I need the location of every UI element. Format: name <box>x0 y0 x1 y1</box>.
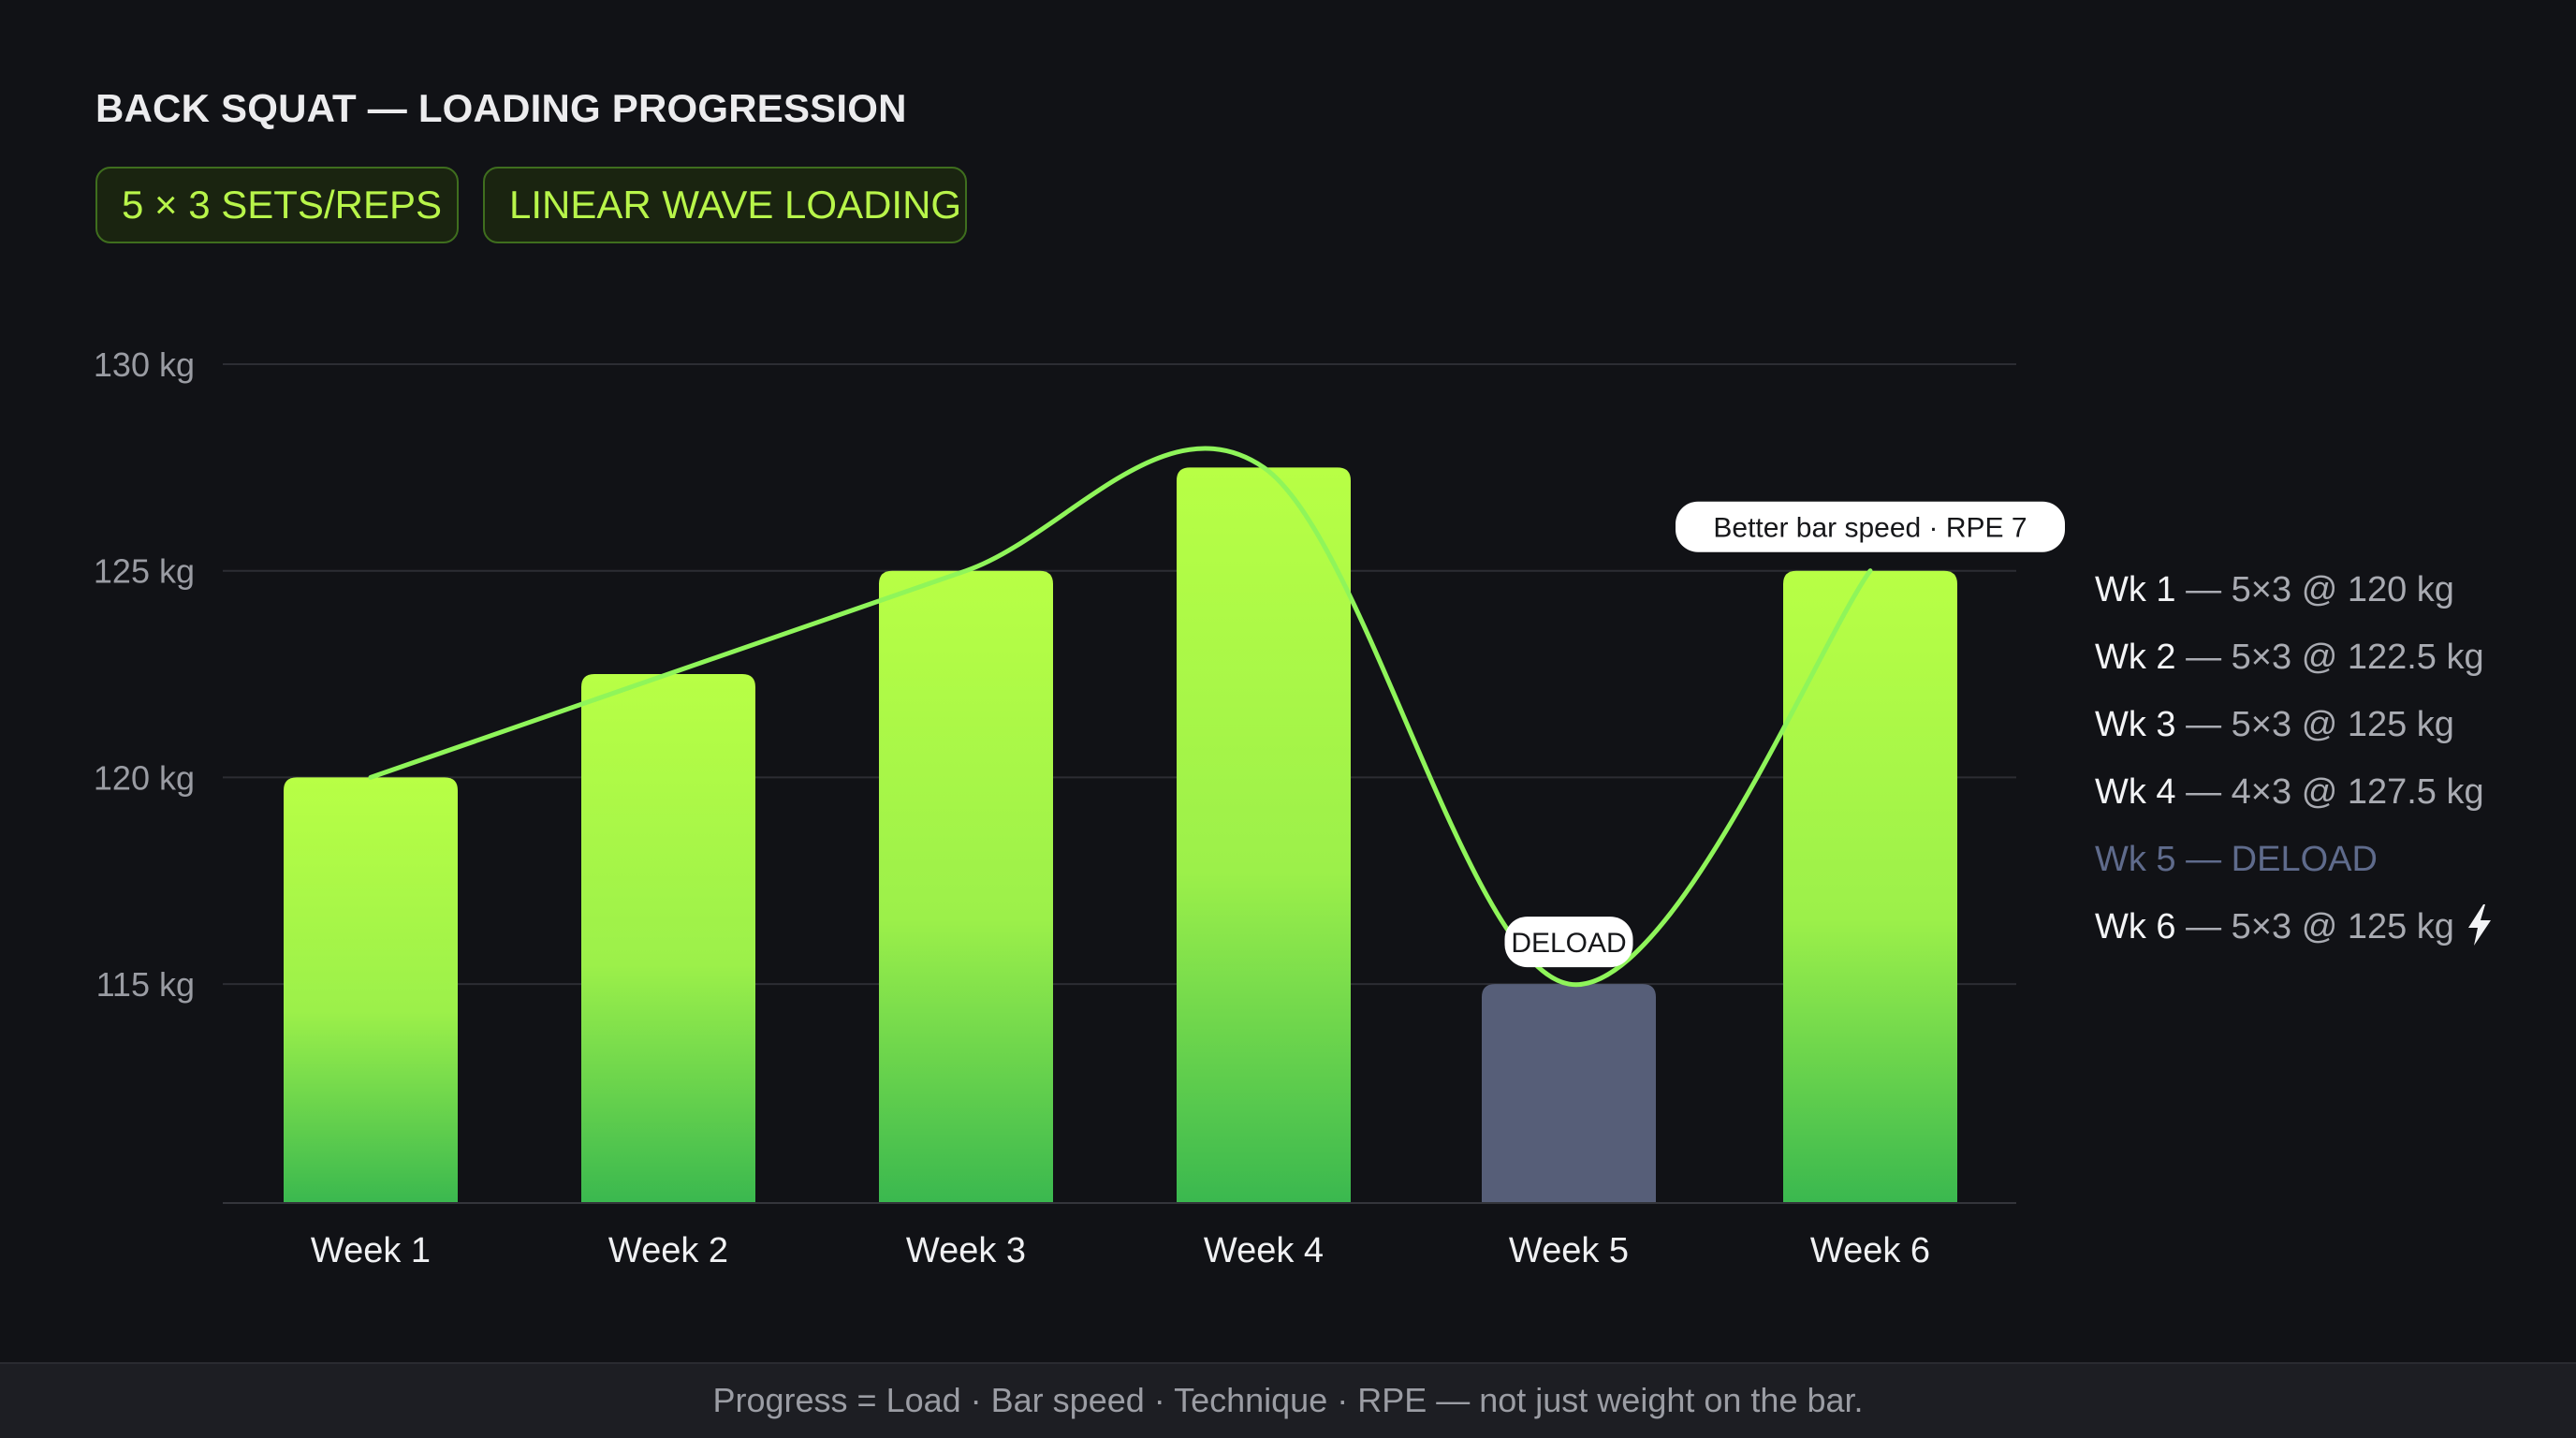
x-tick-label: Week 6 <box>1810 1231 1930 1270</box>
week-detail: — 5×3 @ 125 kg <box>2175 907 2454 946</box>
bar <box>1783 570 1957 1203</box>
callout-background <box>1676 501 2065 552</box>
week-label: Wk 1 <box>2095 570 2176 609</box>
callout-text: Better bar speed · RPE 7 <box>1713 513 2027 544</box>
callout-background <box>1504 917 1633 968</box>
chart-title: BACK SQUAT — LOADING PROGRESSION <box>95 86 907 130</box>
week-label: Wk 4 <box>2095 772 2176 812</box>
x-tick-label: Week 5 <box>1509 1231 1629 1270</box>
week-label: Wk 2 <box>2095 638 2176 677</box>
x-axis-ticks: Week 1 Week 2 Week 3 Week 4 Week 5 Week 6 <box>311 1231 1930 1270</box>
grid-lines <box>223 363 2016 986</box>
week-detail: — DELOAD <box>2175 840 2378 879</box>
annotations: DELOAD Better bar speed · RPE 7 <box>1504 501 2065 968</box>
sets-reps-chip: 5 × 3 SETS/REPS <box>95 167 459 243</box>
week-detail: — 5×3 @ 120 kg <box>2175 570 2454 609</box>
week-detail: — 5×3 @ 122.5 kg <box>2175 638 2484 677</box>
footer-note: Progress = Load · Bar speed · Technique … <box>712 1381 1864 1419</box>
week-detail: — 5×3 @ 125 kg <box>2175 705 2454 744</box>
weekly-plan-item: Wk 2 — 5×3 @ 122.5 kg <box>2095 629 2563 697</box>
bar <box>284 777 458 1203</box>
bars <box>284 467 1957 1203</box>
lightning-bolt-icon <box>2467 903 2491 946</box>
week-label: Wk 5 <box>2095 840 2176 879</box>
weekly-plan-item: Wk 4 — 4×3 @ 127.5 kg <box>2095 764 2563 831</box>
weekly-plan-item: Wk 3 — 5×3 @ 125 kg <box>2095 697 2563 764</box>
week-label: Wk 3 <box>2095 705 2176 744</box>
bar <box>1177 467 1351 1203</box>
x-tick-label: Week 1 <box>311 1231 431 1270</box>
weekly-plan-item: Wk 6 — 5×3 @ 125 kg <box>2095 899 2563 966</box>
y-tick-label: 120 kg <box>94 758 195 797</box>
y-tick-label: 115 kg <box>96 965 195 1004</box>
y-tick-label: 125 kg <box>94 552 195 591</box>
weekly-plan-list: Wk 1 — 5×3 @ 120 kg Wk 2 — 5×3 @ 122.5 kg… <box>2095 562 2563 966</box>
annotation-callout: DELOAD <box>1504 917 1633 968</box>
bar <box>879 570 1053 1203</box>
weekly-plan-item: Wk 1 — 5×3 @ 120 kg <box>2095 562 2563 629</box>
week-detail: — 4×3 @ 127.5 kg <box>2175 772 2484 812</box>
y-tick-label: 130 kg <box>94 345 195 384</box>
trend-line <box>368 446 1873 987</box>
weekly-plan-item: Wk 5 — DELOAD <box>2095 831 2563 899</box>
x-tick-label: Week 4 <box>1204 1231 1324 1270</box>
annotation-callout: Better bar speed · RPE 7 <box>1676 501 2065 552</box>
x-tick-label: Week 2 <box>608 1231 728 1270</box>
y-axis-ticks: 115 kg 120 kg 125 kg 130 kg <box>94 345 195 1004</box>
footer-bar: Progress = Load · Bar speed · Technique … <box>0 1362 2576 1438</box>
week-label: Wk 6 <box>2095 907 2176 946</box>
loading-scheme-chip: LINEAR WAVE LOADING <box>483 167 967 243</box>
bar-deload <box>1482 984 1656 1203</box>
bar <box>581 674 755 1203</box>
callout-text: DELOAD <box>1511 928 1626 959</box>
x-tick-label: Week 3 <box>906 1231 1026 1270</box>
